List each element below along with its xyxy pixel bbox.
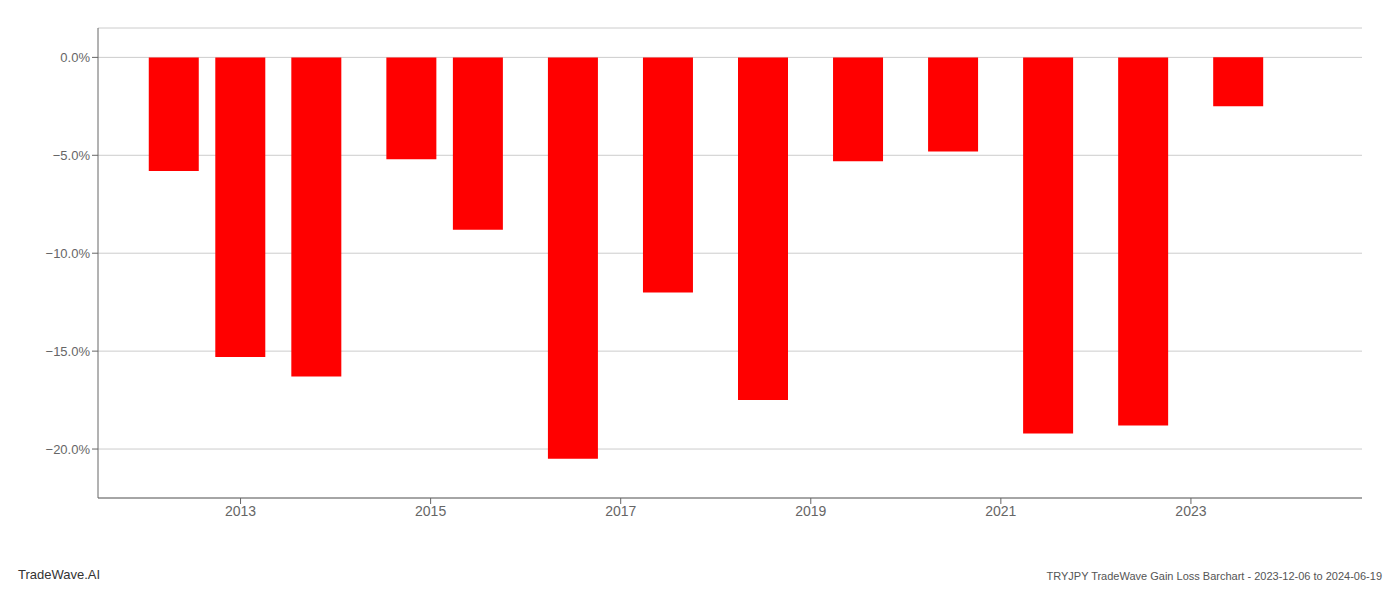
svg-text:−20.0%: −20.0% (46, 442, 91, 457)
svg-text:2015: 2015 (415, 503, 446, 519)
svg-text:0.0%: 0.0% (60, 50, 90, 65)
svg-text:2017: 2017 (605, 503, 636, 519)
html-text:TradeWave.AI: TradeWave.AI (18, 567, 101, 582)
html-text:TRYJPY TradeWave Gain Loss Bar: TRYJPY TradeWave Gain Loss Barchart - 20… (1046, 570, 1382, 582)
svg-text:2021: 2021 (985, 503, 1016, 519)
svg-text:2019: 2019 (795, 503, 826, 519)
svg-text:−15.0%: −15.0% (46, 344, 91, 359)
svg-text:2013: 2013 (225, 503, 256, 519)
svg-text:−5.0%: −5.0% (53, 148, 91, 163)
svg-text:−10.0%: −10.0% (46, 246, 91, 261)
svg-text:2023: 2023 (1175, 503, 1206, 519)
